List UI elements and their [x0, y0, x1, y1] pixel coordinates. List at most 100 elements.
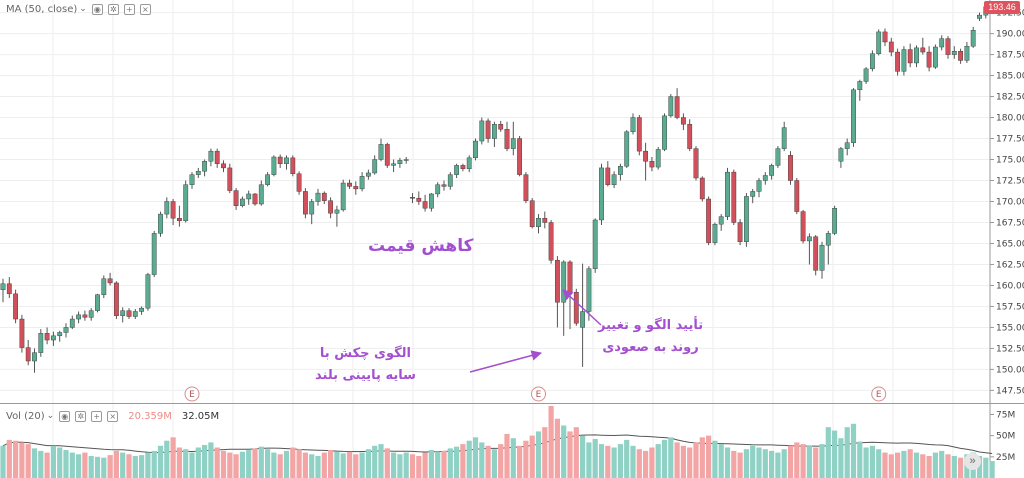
candle-up	[359, 176, 365, 190]
candle-up	[454, 165, 459, 175]
volume-bar-down	[687, 447, 693, 478]
close-icon[interactable]: ×	[139, 3, 151, 15]
candle-up	[378, 144, 384, 160]
volume-bar-up	[132, 455, 138, 478]
eye-icon[interactable]: ◉	[91, 3, 103, 15]
price-tick-label: 185.00	[996, 72, 1024, 82]
volume-bar-down	[233, 454, 239, 478]
chevron-down-icon[interactable]: ⌄	[79, 4, 87, 14]
annotation-hammer-line1: الگوی چکش با	[319, 346, 411, 361]
price-tick-label: 162.50	[996, 260, 1024, 270]
candle-down	[882, 31, 888, 43]
candle-up	[309, 201, 315, 215]
volume-bar-up	[832, 430, 838, 478]
candle-up	[57, 332, 63, 337]
volume-bar-up	[334, 451, 340, 478]
candle-up	[101, 278, 107, 295]
earnings-marker	[531, 386, 546, 402]
price-tick-label: 157.50	[996, 302, 1024, 312]
volume-bar-down	[567, 431, 573, 478]
candle-up	[510, 138, 516, 149]
volume-bar-down	[636, 449, 642, 478]
candle-up	[718, 216, 724, 225]
volume-bar-up	[712, 440, 718, 478]
candle-down	[252, 193, 258, 205]
candlestick-series	[0, 1, 995, 373]
volume-bar-up	[57, 447, 63, 478]
double-chevron-right-icon[interactable]: »	[964, 453, 981, 470]
price-tick-label: 187.50	[996, 51, 1024, 61]
candle-up	[479, 120, 485, 142]
volume-bar-up	[120, 452, 126, 478]
volume-bar-down	[888, 454, 894, 478]
volume-bar-up	[428, 450, 434, 478]
chevron-down-icon[interactable]: ⌄	[46, 411, 55, 421]
earnings-marker	[184, 386, 200, 402]
candle-up	[139, 307, 144, 312]
close-icon[interactable]: ×	[107, 410, 119, 422]
volume-bar-down	[113, 450, 119, 478]
volume-bar-up	[876, 449, 882, 478]
volume-bar-up	[806, 445, 812, 478]
annotation-price-drop: کاهش قیمت	[368, 236, 474, 256]
candle-up	[88, 310, 94, 318]
volume-value-current: 20.359M	[128, 410, 172, 422]
candle-down	[699, 177, 705, 200]
candle-down	[233, 190, 239, 206]
candle-down	[926, 51, 932, 68]
volume-bar-up	[265, 449, 271, 478]
price-tick-label: 167.50	[996, 218, 1024, 228]
settings-icon[interactable]: ✲	[107, 3, 119, 15]
candle-down	[176, 218, 182, 222]
volume-bar-up	[668, 437, 674, 478]
volume-bar-down	[252, 448, 258, 478]
volume-bar-down	[920, 454, 926, 478]
settings-icon[interactable]: ✲	[75, 410, 87, 422]
price-tick-label: 150.00	[996, 365, 1024, 375]
candle-down	[567, 261, 573, 293]
candle-up	[120, 310, 126, 316]
price-tick-label: 177.50	[996, 135, 1024, 145]
candle-down	[504, 129, 510, 149]
candle-down	[25, 347, 31, 362]
candle-up	[807, 236, 812, 242]
volume-bar-down	[523, 440, 529, 478]
candle-down	[706, 198, 712, 243]
candle-up	[391, 163, 396, 166]
volume-bar-down	[737, 452, 743, 478]
candle-up	[781, 127, 787, 149]
candle-down	[555, 260, 560, 303]
candle-down	[517, 138, 523, 175]
candle-up	[208, 150, 214, 162]
candle-up	[592, 219, 598, 269]
candle-up	[536, 218, 541, 227]
candle-down	[113, 282, 119, 316]
eye-icon[interactable]: ◉	[59, 410, 71, 422]
volume-bar-up	[617, 444, 623, 478]
price-tick-label: 160.00	[996, 281, 1024, 291]
volume-bar-up	[391, 452, 397, 478]
candle-down	[681, 117, 686, 125]
volume-bar-down	[126, 454, 132, 478]
candle-down	[441, 184, 447, 187]
candle-up	[561, 261, 567, 303]
candle-down	[731, 171, 737, 223]
volume-bar-down	[504, 433, 510, 478]
earnings-marker-label: E	[189, 390, 195, 400]
volume-bar-down	[25, 444, 31, 478]
candle-up	[447, 174, 453, 187]
volume-bar-down	[573, 427, 579, 478]
add-icon[interactable]: +	[123, 3, 135, 15]
earnings-marker	[871, 386, 887, 402]
candle-up	[372, 159, 378, 174]
add-icon[interactable]: +	[91, 410, 103, 422]
volume-bar-up	[403, 452, 409, 478]
volume-bar-up	[743, 449, 749, 478]
volume-bar-up	[145, 452, 151, 478]
candle-down	[498, 124, 504, 130]
volume-bar-up	[951, 455, 957, 478]
volume-bar-down	[643, 450, 649, 478]
candle-down	[485, 120, 491, 139]
